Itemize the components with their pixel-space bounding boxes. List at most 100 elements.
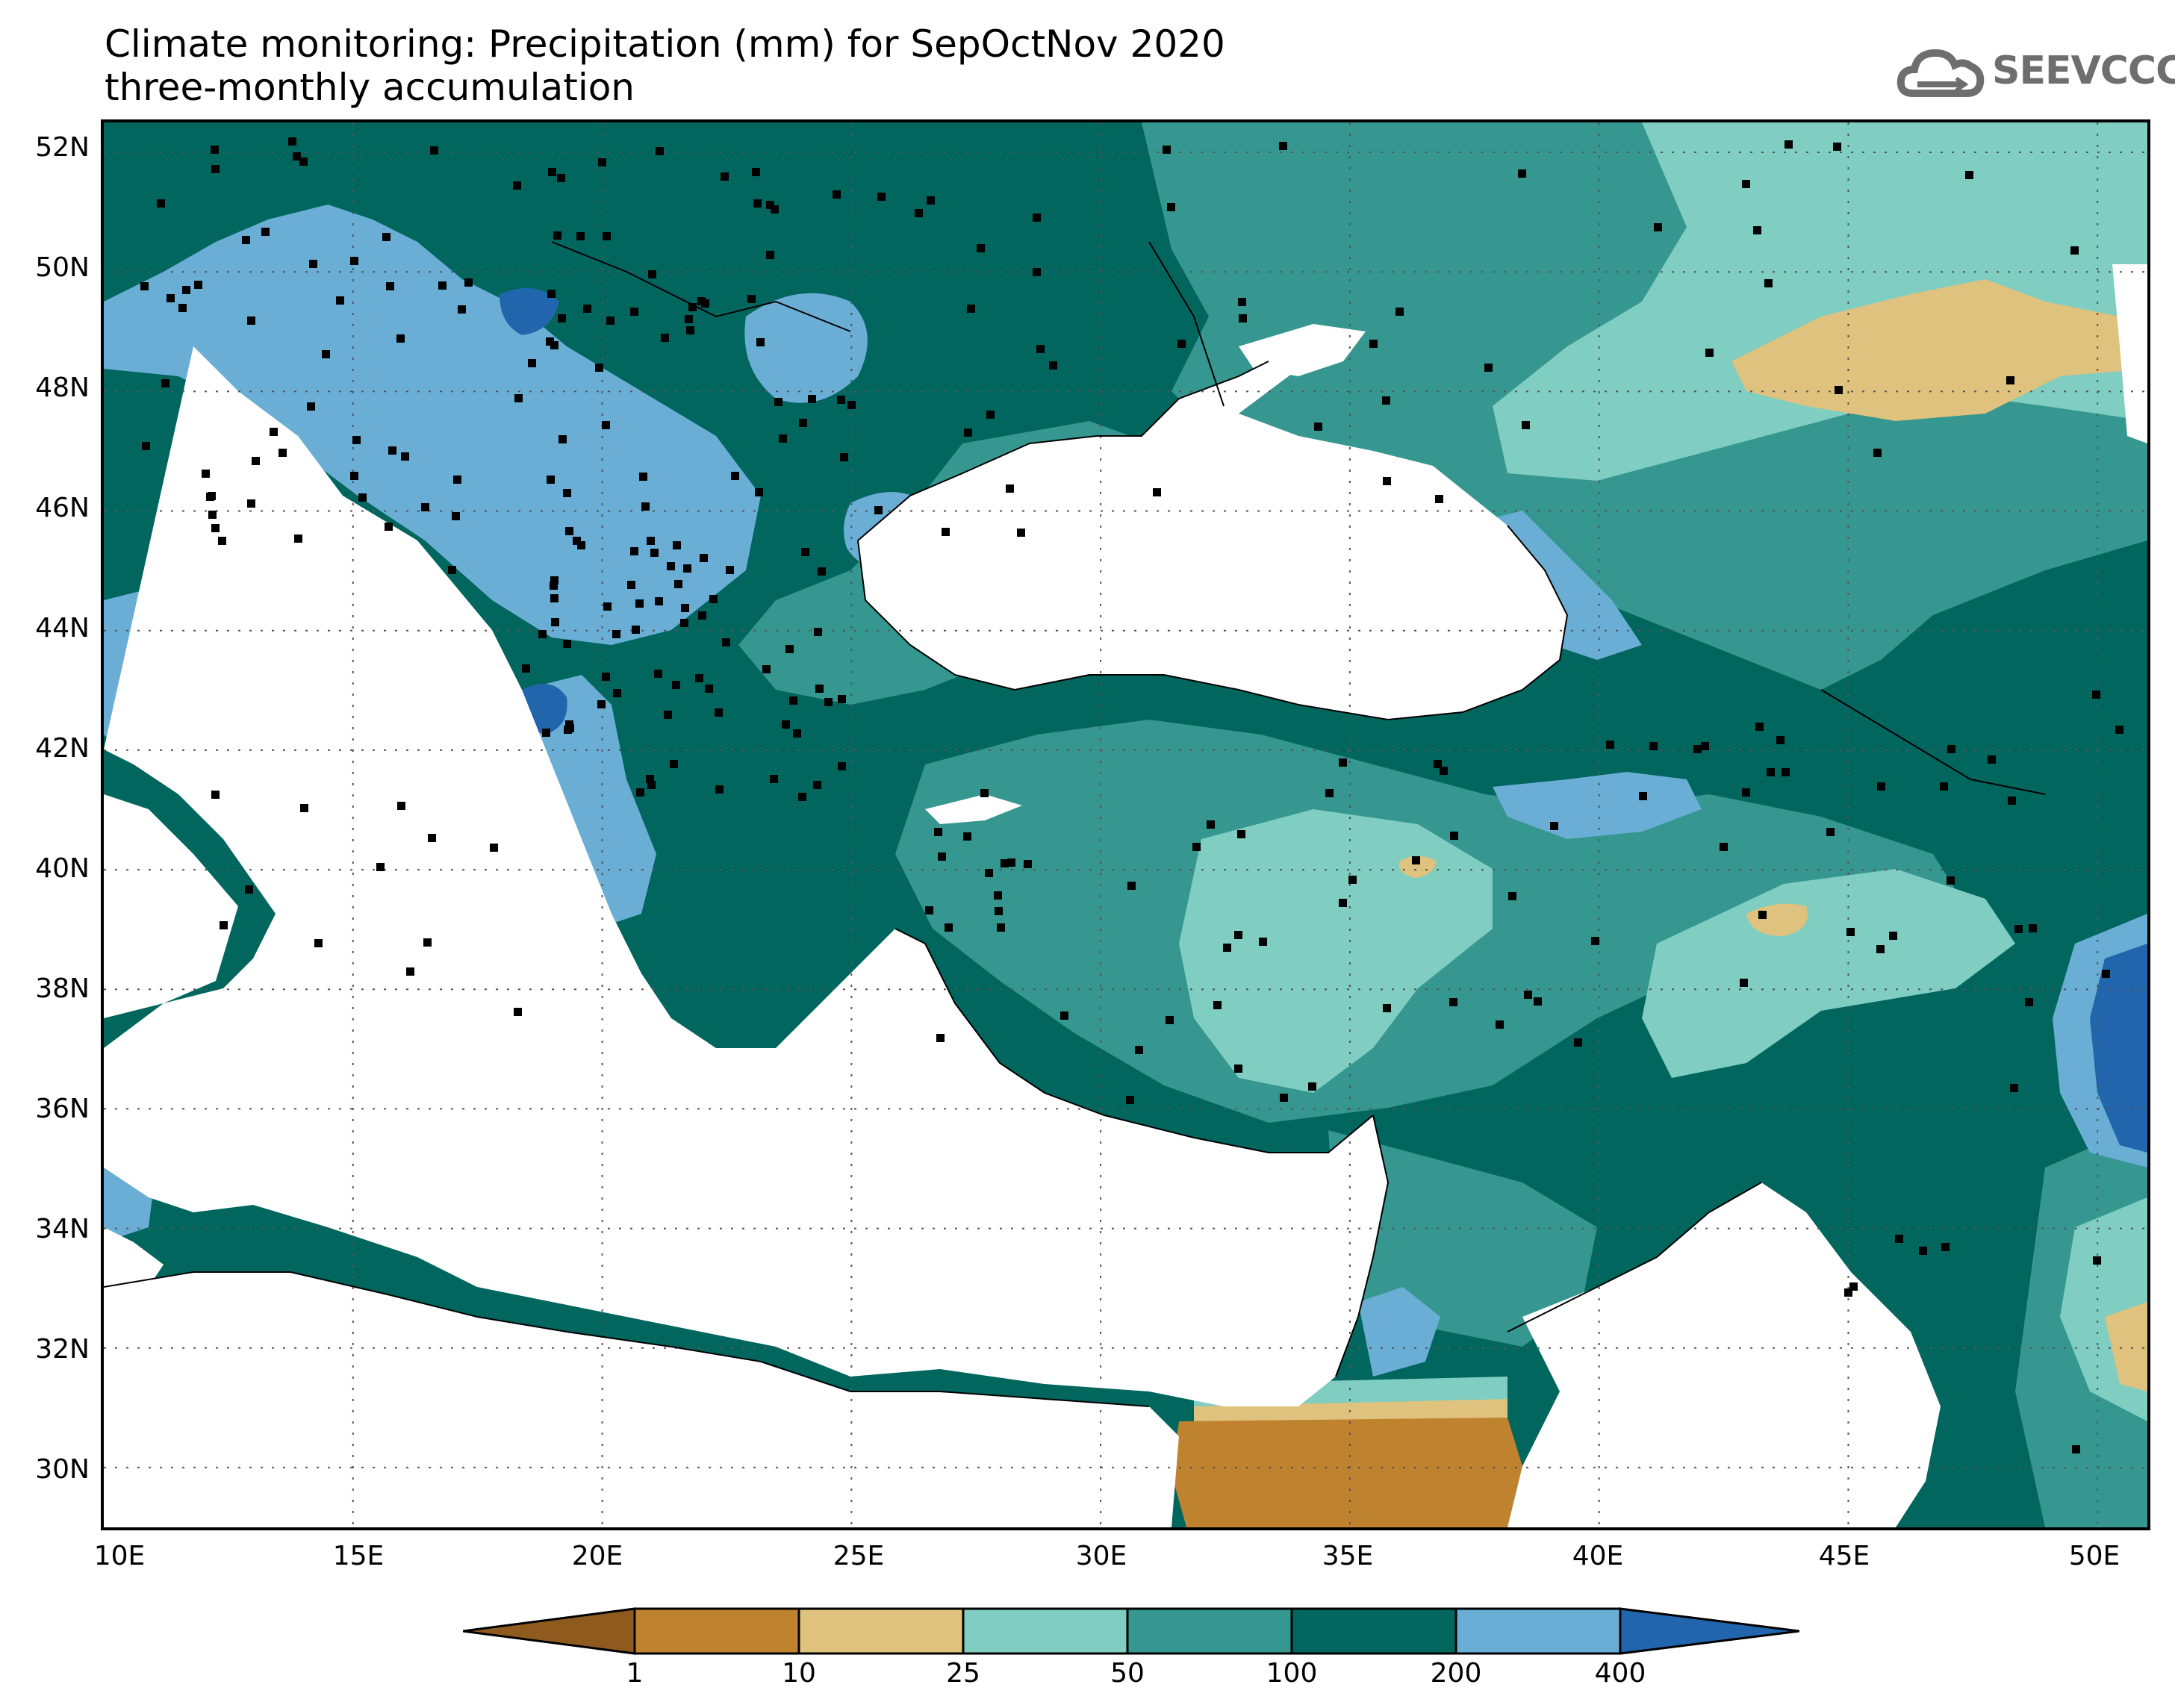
station-marker — [639, 473, 647, 481]
station-marker — [1033, 268, 1041, 276]
station-marker — [813, 781, 821, 789]
station-marker — [1383, 1004, 1391, 1012]
station-marker — [602, 421, 610, 429]
station-marker — [1873, 449, 1882, 457]
station-marker — [430, 146, 438, 155]
station-marker — [464, 278, 473, 287]
station-marker — [245, 885, 253, 894]
station-marker — [1449, 998, 1457, 1006]
station-marker — [548, 168, 556, 176]
station-marker — [915, 209, 923, 217]
colorbar-label-200: 200 — [1430, 1658, 1482, 1689]
precipitation-map — [104, 122, 2147, 1527]
station-marker — [1742, 180, 1750, 188]
station-marker — [490, 844, 498, 852]
station-marker — [1001, 859, 1009, 867]
station-marker — [670, 760, 678, 768]
station-marker — [2115, 726, 2123, 734]
map-panel — [101, 119, 2150, 1530]
station-marker — [350, 472, 358, 480]
station-marker — [774, 398, 782, 406]
station-marker — [1767, 768, 1775, 776]
mediterranean-sea — [104, 346, 1388, 1406]
station-marker — [833, 190, 841, 199]
station-marker — [1369, 340, 1378, 348]
colorbar-label-10: 10 — [782, 1658, 816, 1689]
station-marker — [2072, 1445, 2080, 1453]
station-marker — [838, 695, 846, 703]
station-marker — [542, 729, 550, 737]
station-marker — [779, 434, 787, 443]
station-marker — [300, 804, 308, 812]
station-marker — [514, 1008, 522, 1016]
station-marker — [396, 334, 405, 343]
band-200-400-carpathians — [744, 293, 868, 403]
station-marker — [789, 696, 797, 705]
sea-of-marmara — [925, 794, 1022, 824]
station-marker — [715, 785, 724, 794]
station-marker — [1339, 758, 1347, 767]
station-marker — [438, 281, 446, 290]
station-marker — [2070, 246, 2079, 255]
station-marker — [798, 793, 806, 801]
station-marker — [178, 304, 187, 312]
station-marker — [1238, 298, 1246, 306]
station-marker — [656, 147, 664, 155]
station-marker — [1239, 314, 1247, 322]
northeast-nodata — [2112, 264, 2147, 443]
station-marker — [1947, 745, 1955, 753]
station-marker — [680, 619, 688, 627]
station-marker — [627, 581, 635, 589]
station-marker — [731, 472, 739, 480]
colorbar-swatch-50-100 — [1126, 1607, 1293, 1655]
station-marker — [1947, 876, 1955, 885]
station-marker — [2010, 1084, 2018, 1092]
station-marker — [674, 580, 682, 588]
station-marker — [1693, 745, 1702, 753]
station-marker — [358, 493, 367, 502]
north-africa-nodata — [104, 1272, 1179, 1527]
lon-label-15e: 15E — [332, 1541, 385, 1571]
station-marker — [709, 595, 718, 603]
station-marker — [1835, 386, 1843, 394]
station-marker — [1701, 742, 1709, 750]
station-marker — [771, 205, 779, 214]
station-marker — [406, 967, 414, 976]
station-marker — [877, 193, 886, 201]
colorbar-arrow-high — [1619, 1607, 1799, 1655]
station-marker — [1785, 140, 1793, 149]
map-title: Climate monitoring: Precipitation (mm) f… — [105, 22, 1225, 66]
station-marker — [635, 599, 644, 608]
colorbar-swatch-100-200 — [1290, 1607, 1457, 1655]
station-marker — [874, 506, 883, 514]
station-marker — [1007, 858, 1015, 867]
station-marker — [247, 499, 255, 508]
station-marker — [573, 537, 581, 545]
station-marker — [208, 511, 217, 519]
station-marker — [293, 152, 301, 160]
station-marker — [1153, 488, 1161, 496]
station-marker — [1518, 169, 1526, 178]
band-25-50-caucasus — [1642, 869, 2015, 1078]
station-marker — [770, 775, 778, 783]
station-marker — [1988, 755, 1996, 764]
station-marker — [1207, 820, 1215, 829]
station-marker — [1876, 945, 1885, 953]
station-marker — [630, 547, 638, 555]
lat-label-34n: 34N — [35, 1214, 90, 1244]
station-marker — [376, 863, 385, 871]
station-marker — [762, 665, 771, 673]
station-marker — [985, 869, 993, 877]
station-marker — [558, 435, 567, 443]
station-marker — [397, 802, 405, 810]
colorbar-arrow-low — [463, 1607, 636, 1655]
station-marker — [1135, 1046, 1143, 1054]
station-marker — [2102, 970, 2110, 978]
station-marker — [927, 196, 935, 205]
colorbar-swatch-10-25 — [797, 1607, 965, 1655]
station-marker — [1036, 345, 1045, 353]
station-marker — [672, 681, 680, 689]
station-marker — [613, 689, 621, 697]
lat-label-50n: 50N — [35, 252, 90, 283]
lon-label-40e: 40E — [1572, 1541, 1624, 1571]
